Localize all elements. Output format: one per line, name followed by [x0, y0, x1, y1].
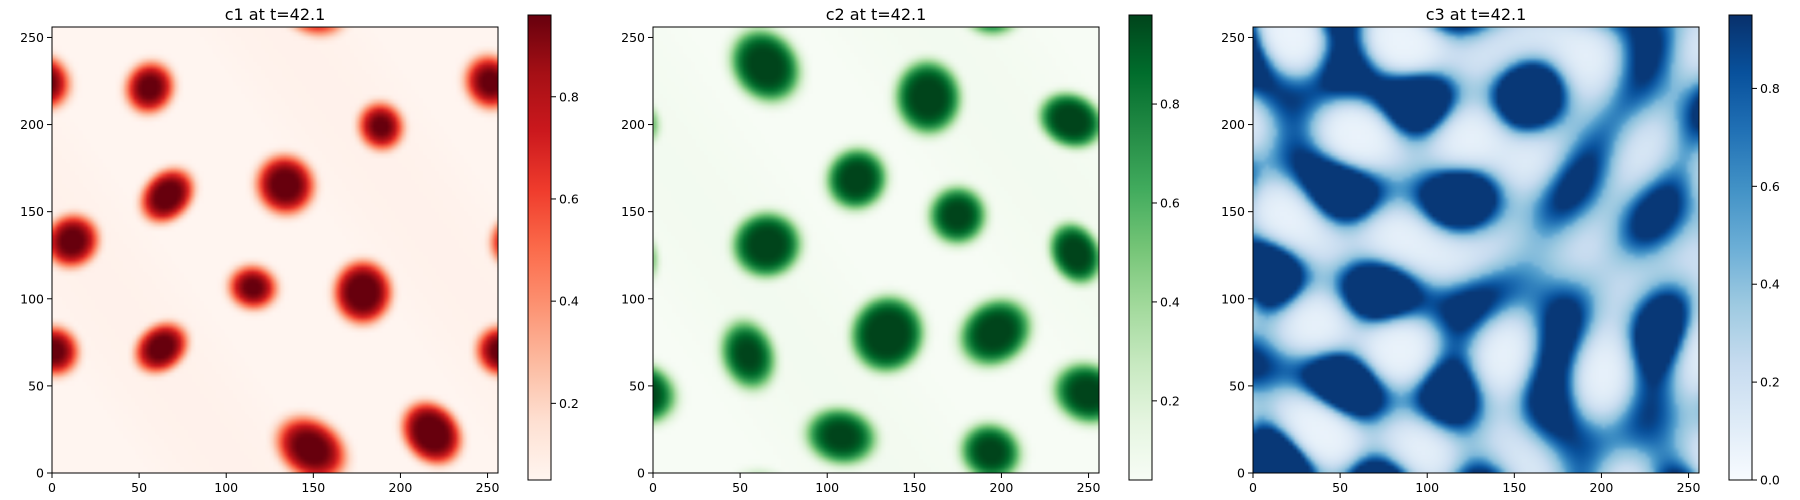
y-tick-label: 100: [1221, 291, 1245, 306]
x-tick-label: 0: [48, 480, 56, 495]
y-tick-label: 50: [629, 378, 645, 393]
y-tick-label: 250: [1221, 30, 1245, 45]
x-tick-label: 50: [732, 480, 748, 495]
colorbar-tick-label: 0.6: [559, 191, 579, 206]
x-tick-label: 0: [1249, 480, 1257, 495]
colorbar-tick-label: 0.8: [559, 89, 579, 104]
y-tick-label: 100: [20, 291, 44, 306]
colorbar-tick-label: 0.0: [1760, 473, 1780, 488]
chart-panel-1: c1 at t=42.1 0 50 100 150 200 250 0 50 100 150 200 2…: [20, 5, 579, 495]
x-tick-label: 200: [389, 480, 413, 495]
chart-title: c1 at t=42.1: [225, 5, 326, 24]
y-tick-label: 100: [621, 291, 645, 306]
colorbar-tick-label: 0.2: [1760, 375, 1780, 390]
colorbar-tick-label: 0.2: [1160, 393, 1180, 408]
x-tick-label: 50: [1332, 480, 1348, 495]
x-tick-label: 150: [902, 480, 926, 495]
heatmap-image: [1253, 27, 1699, 473]
x-tick-label: 200: [990, 480, 1014, 495]
y-tick-label: 50: [28, 378, 44, 393]
colorbar: [1728, 14, 1753, 481]
x-tick-label: 100: [815, 480, 839, 495]
y-tick-label: 250: [621, 30, 645, 45]
heatmap-image: [52, 27, 498, 473]
y-tick-label: 250: [20, 30, 44, 45]
plot-frame: [1252, 26, 1700, 474]
plot-frame: [51, 26, 499, 474]
x-tick-label: 150: [1502, 480, 1526, 495]
y-tick-label: 200: [1221, 117, 1245, 132]
colorbar-tick-label: 0.4: [559, 294, 579, 309]
y-tick-label: 0: [1237, 466, 1245, 481]
x-tick-label: 250: [1077, 480, 1101, 495]
y-tick-label: 0: [36, 466, 44, 481]
colorbar: [1128, 14, 1153, 481]
chart-title: c2 at t=42.1: [826, 5, 927, 24]
chart-title: c3 at t=42.1: [1426, 5, 1527, 24]
colorbar-tick-label: 0.8: [1160, 97, 1180, 112]
y-tick-label: 0: [637, 466, 645, 481]
colorbar-tick-label: 0.6: [1160, 195, 1180, 210]
heatmap-image: [653, 27, 1099, 473]
x-tick-label: 150: [301, 480, 325, 495]
y-tick-label: 150: [20, 204, 44, 219]
colorbar-tick-label: 0.2: [559, 396, 579, 411]
x-tick-label: 100: [1415, 480, 1439, 495]
colorbar-tick-label: 0.6: [1760, 179, 1780, 194]
x-tick-label: 250: [476, 480, 500, 495]
x-tick-label: 250: [1677, 480, 1701, 495]
y-tick-label: 200: [621, 117, 645, 132]
colorbar-tick-label: 0.4: [1160, 294, 1180, 309]
x-tick-label: 0: [649, 480, 657, 495]
colorbar-tick-label: 0.8: [1760, 81, 1780, 96]
colorbar: [527, 14, 552, 481]
x-tick-label: 50: [131, 480, 147, 495]
chart-panel-3: c3 at t=42.1 0 50 100 150 200 250 0 50 100 150 200 2…: [1221, 5, 1780, 495]
y-tick-label: 150: [621, 204, 645, 219]
x-tick-label: 100: [214, 480, 238, 495]
plot-frame: [652, 26, 1100, 474]
y-tick-label: 50: [1229, 378, 1245, 393]
y-tick-label: 200: [20, 117, 44, 132]
colorbar-tick-label: 0.4: [1760, 277, 1780, 292]
y-tick-label: 150: [1221, 204, 1245, 219]
chart-panel-2: c2 at t=42.1 0 50 100 150 200 250 0 50 100 150 200 2…: [621, 5, 1180, 495]
x-tick-label: 200: [1590, 480, 1614, 495]
